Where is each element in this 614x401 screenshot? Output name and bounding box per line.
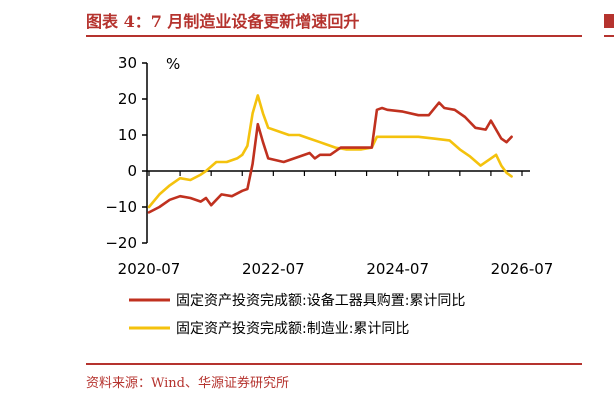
adjacent-figure-marker bbox=[604, 14, 614, 28]
series-line bbox=[147, 101, 513, 214]
x-tick-label: 2024-07 bbox=[366, 260, 429, 278]
adjacent-figure-divider bbox=[604, 35, 614, 37]
y-tick-label: −20 bbox=[105, 234, 137, 252]
x-tick-label: 2020-07 bbox=[118, 260, 181, 278]
x-tick-label: 2026-07 bbox=[491, 260, 554, 278]
y-tick-label: −10 bbox=[105, 198, 137, 216]
title-divider bbox=[86, 35, 582, 37]
legend-label: 固定资产投资完成额:设备工器具购置:累计同比 bbox=[176, 292, 465, 309]
source-note: 资料来源：Wind、华源证券研究所 bbox=[86, 376, 289, 391]
x-tick-label: 2022-07 bbox=[242, 260, 305, 278]
y-tick-label: 0 bbox=[127, 162, 137, 180]
y-tick-label: 30 bbox=[118, 54, 137, 72]
y-tick-label: 10 bbox=[118, 126, 137, 144]
y-tick-label: 20 bbox=[118, 90, 137, 108]
source-divider bbox=[86, 363, 582, 365]
legend-label: 固定资产投资完成额:制造业:累计同比 bbox=[176, 321, 409, 337]
series-line bbox=[147, 94, 513, 209]
y-unit-label: % bbox=[166, 55, 180, 73]
chart-title: 图表 4：7 月制造业设备更新增速回升 bbox=[86, 12, 360, 31]
chart-lines bbox=[147, 94, 513, 214]
chart-axes: 30 20 10 0 −10 −20% 2020-07 2022-07 2024-07 2026-… bbox=[105, 54, 553, 278]
